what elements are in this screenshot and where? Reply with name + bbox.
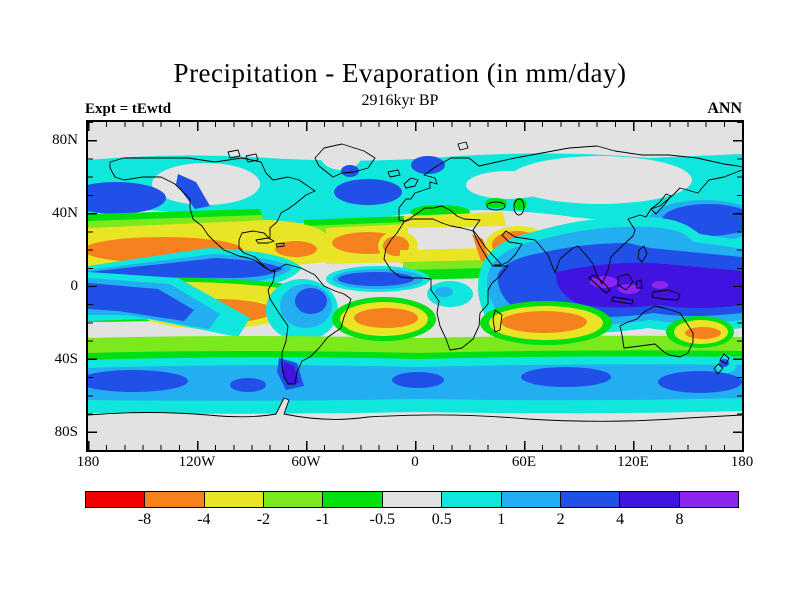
colorbar-cell: [86, 492, 145, 507]
y-axis-label: 80N: [52, 132, 78, 148]
colorbar-labels: -8 -4 -2 -1 -0.5 0.5 1 2 4 8: [85, 511, 739, 531]
contour-fills: [88, 122, 742, 450]
x-axis-label: 0: [411, 454, 419, 470]
colorbar-label: 2: [556, 511, 565, 528]
x-axis-label: 180: [76, 454, 100, 470]
x-axis-label: 60E: [511, 454, 537, 470]
x-axis-label: 60W: [291, 454, 321, 470]
colorbar-label: 4: [616, 511, 625, 528]
colorbar-cell: [203, 492, 264, 507]
plot-title: Precipitation - Evaporation (in mm/day): [173, 58, 627, 88]
x-axis-label: 120W: [178, 454, 216, 470]
season-label: ANN: [707, 100, 742, 117]
colorbar: [85, 491, 739, 508]
colorbar-cell: [381, 492, 442, 507]
right-major-ticks: [733, 140, 742, 433]
colorbar-cell: [441, 492, 501, 507]
y-axis-label: 0: [70, 278, 79, 294]
colorbar-cell: [678, 492, 738, 507]
bottom-major-ticks: [88, 441, 742, 450]
colorbar-cell: [500, 492, 560, 507]
colorbar-cell: [619, 492, 679, 507]
y-axis-label: 40S: [54, 351, 78, 367]
colorbar-cell: [559, 492, 620, 507]
colorbar-label: -1: [316, 511, 330, 528]
colorbar-cell: [263, 492, 323, 507]
world-map-contour-plot: [88, 122, 742, 450]
colorbar-label: -4: [197, 511, 211, 528]
coastlines: [88, 141, 742, 422]
colorbar-label: 1: [497, 511, 506, 528]
colorbar-label: 0.5: [431, 511, 452, 528]
x-axis: 180 120W 60W 0 60E 120E 180: [77, 454, 754, 474]
colorbar-label: 8: [675, 511, 684, 528]
x-axis-label: 120E: [617, 454, 649, 470]
colorbar-label: -0.5: [369, 511, 395, 528]
y-axis-label: 40N: [52, 205, 78, 221]
x-axis-label: 180: [730, 454, 754, 470]
colorbar-cell: [322, 492, 382, 507]
colorbar-label: -8: [137, 511, 152, 528]
plot-subtitle: 2916kyr BP: [361, 92, 439, 109]
experiment-label: Expt = tEwtd: [85, 101, 172, 117]
y-axis-label: 80S: [54, 424, 78, 440]
map-frame: [86, 120, 744, 452]
colorbar-label: -2: [256, 511, 271, 528]
top-major-ticks: [88, 122, 742, 131]
colorbar-cell: [144, 492, 204, 507]
left-major-ticks: [88, 140, 97, 433]
